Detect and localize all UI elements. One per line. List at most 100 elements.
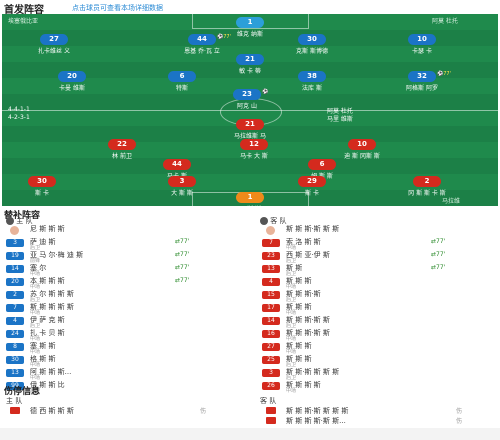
home-player-27[interactable]: 27 扎卡维丝 义 [19,34,89,56]
sub-row[interactable]: 23 西 斯 亚·伊 斯后卫 ⇄77' [256,250,496,264]
injury-reason: 伤 [456,408,463,415]
lineup-subtitle: 点击球员可查看本场详细数据 [72,4,163,12]
sub-row[interactable]: 24 扎 卡 贝 斯中场 [0,328,240,342]
sub-row[interactable]: 13 斯 斯后卫 ⇄77' [256,263,496,277]
player-number: 12 [240,139,268,150]
sub-row[interactable]: 13 阿 斯 斯 斯... 中场 [0,367,240,381]
away-player-12[interactable]: 12 马卡 大 斯 [219,139,289,161]
sub-name: 斯 斯·斯 斯 斯 斯 [286,368,340,376]
sub-row[interactable]: 14 斯 斯 斯·斯 斯后卫 [256,315,496,329]
sub-name: 斯 斯 [286,264,303,272]
sub-number: 17 [262,304,280,312]
home-injuries-label: 主 队 [6,397,23,405]
injury-row[interactable]: 斯 斯 斯 斯·斯 斯... 伤 [256,416,496,426]
lineup-header: 首发阵容 点击球员可查看本场详细数据 [0,0,500,16]
sub-number: 15 [262,291,280,299]
sub-row[interactable]: 25 斯 斯 斯后卫 [256,354,496,368]
sub-position: 后卫 [286,258,297,264]
pitch: 埃塞俄比亚 阿莫 杜托 4-4-1-1 4-2-3-1 阿莫 杜托 马里 维斯 … [2,14,498,206]
sub-coach-row: 斯 斯 斯·斯 斯 斯 [256,224,496,237]
home-player-44[interactable]: 44 恩基 乔·瓦 立 ⚽77' [167,34,237,56]
sub-row[interactable]: 7 索 洛 斯 斯中场 ⇄77' [256,237,496,251]
sub-event: ⇄77' [431,251,446,258]
sub-name: 亚 马 尔·梅 迪 斯 [30,251,84,259]
sub-position: 后卫 [286,375,297,381]
away-player-29[interactable]: 29 斯 卡 [277,176,347,198]
player-number: 1 [236,192,264,203]
home-subs-label: 主 队 [16,217,33,225]
sub-name: 本 斯 斯 斯 [30,277,65,285]
player-name: 阿 斯 斯 [215,204,285,206]
player-number: 10 [348,139,376,150]
sub-name: 扎 卡 贝 斯 [30,329,65,337]
player-number: 22 [108,139,136,150]
home-team-name: 埃塞俄比亚 [8,18,39,25]
sub-number: 25 [262,356,280,364]
pitch-stripe [2,62,498,78]
sub-position: 中场 [286,310,297,316]
sub-event: ⇄77' [175,238,190,245]
home-player-1[interactable]: 1 维克 纳斯 [215,17,285,39]
sub-position: 后卫 [30,297,41,303]
away-player-3[interactable]: 3 大 斯 斯 [147,176,217,198]
injury-row[interactable]: 德 西 斯 斯 斯伤 [0,406,240,416]
sub-name: 塞 尔 [30,264,47,272]
sub-row[interactable]: 17 斯 斯 斯中场 [256,302,496,316]
home-player-30[interactable]: 30 克斯 斯博德 [277,34,347,56]
sub-name: 索 洛 斯 斯 [286,238,321,246]
sub-number: 14 [262,317,280,325]
player-number: 3 [168,176,196,187]
sub-row[interactable]: 7 斯 斯 斯 斯 斯中场 [0,302,240,316]
home-player-32[interactable]: 32 阿格斯 阿罗 ⚽77' [387,71,457,93]
sub-position: 中场 [30,349,41,355]
sub-row[interactable]: 15 斯 斯 斯·斯 后卫 [256,289,496,303]
home-player-23[interactable]: 23 阿克 山 ⚽ [212,89,282,111]
sub-name: 伊 斯 斯 比 [30,381,65,389]
player-number: 32 [408,71,436,82]
sub-row[interactable]: 4 斯 斯 斯中场 [256,276,496,290]
footer-bar [0,428,500,440]
coach-avatar-icon [10,226,19,235]
player-name: 恩基 乔·瓦 立 [184,48,220,55]
away-player-1[interactable]: 1阿 斯 斯 [215,192,285,206]
away-player-22[interactable]: 22 林 前卫 [87,139,157,161]
sub-row[interactable]: 3 萨 迪 斯后卫 ⇄77' [0,237,240,251]
sub-name: 斯 斯 斯 [286,355,312,363]
home-player-21[interactable]: 21 敏 卡 蒂 [215,54,285,76]
away-injuries-header: 客 队 [260,396,276,406]
sub-row[interactable]: 4 伊 萨 克 斯后卫 [0,315,240,329]
home-player-20[interactable]: 20 卡曼 维斯 [37,71,107,93]
home-player-6[interactable]: 6 特斯 [147,71,217,93]
sub-row[interactable]: 26 斯 斯 斯 斯中场 [256,380,496,394]
player-number: 44 [163,159,191,170]
player-number: 10 [408,34,436,45]
away-player-2[interactable]: 2 冈 斯 斯 卡 斯 [392,176,462,198]
home-player-10[interactable]: 10 卡瑟 卡 [387,34,457,56]
injury-row[interactable]: 斯 斯 斯·斯 斯 斯 斯 伤 [256,406,496,416]
sub-row[interactable]: 27 斯 斯 斯中场 [256,341,496,355]
injury-player-name: 斯 斯 斯·斯 斯 斯 斯 [286,407,349,415]
away-player-10[interactable]: 10 迪 斯 冈斯 斯 [327,139,397,161]
sub-row[interactable]: 16 斯 斯 斯·斯 斯中场 [256,328,496,342]
sub-row[interactable]: 3 斯 斯·斯 斯 斯 斯后卫 [256,367,496,381]
sub-row[interactable]: 2 苏 尔 斯 斯 斯后卫 [0,289,240,303]
sub-row[interactable]: 14 塞 尔中场 ⇄77' [0,263,240,277]
sub-row[interactable]: 8 塞 斯 斯中场 [0,341,240,355]
away-player-30[interactable]: 30 斯 卡 [7,176,77,198]
sub-name: 斯 斯 斯·斯 斯 [286,329,330,337]
player-number: 6 [168,71,196,82]
away-logo-icon [260,217,268,225]
sub-row[interactable]: 20 本 斯 斯 斯中场 ⇄77' [0,276,240,290]
sub-row[interactable]: 30 格 斯 斯中场 [0,354,240,368]
away-player-21[interactable]: 21 马拉维斯 马 [215,119,285,141]
player-number: 44 [188,34,216,45]
sub-name: 斯 斯 斯 [286,303,312,311]
away-coach-label: 马里 维斯 [327,116,353,123]
sub-row[interactable]: 19 亚 马 尔·梅 迪 斯前锋 ⇄77' [0,250,240,264]
player-name: 马拉维斯 马 [234,133,266,140]
sub-row[interactable]: 99 伊 斯 斯 比后卫 [0,380,240,394]
sub-name: 西 斯 亚·伊 斯 [286,251,330,259]
home-player-38[interactable]: 38 法库 斯 [277,71,347,93]
player-name: 卡瑟 卡 [412,48,432,55]
sub-name: 伊 萨 克 斯 [30,316,65,324]
